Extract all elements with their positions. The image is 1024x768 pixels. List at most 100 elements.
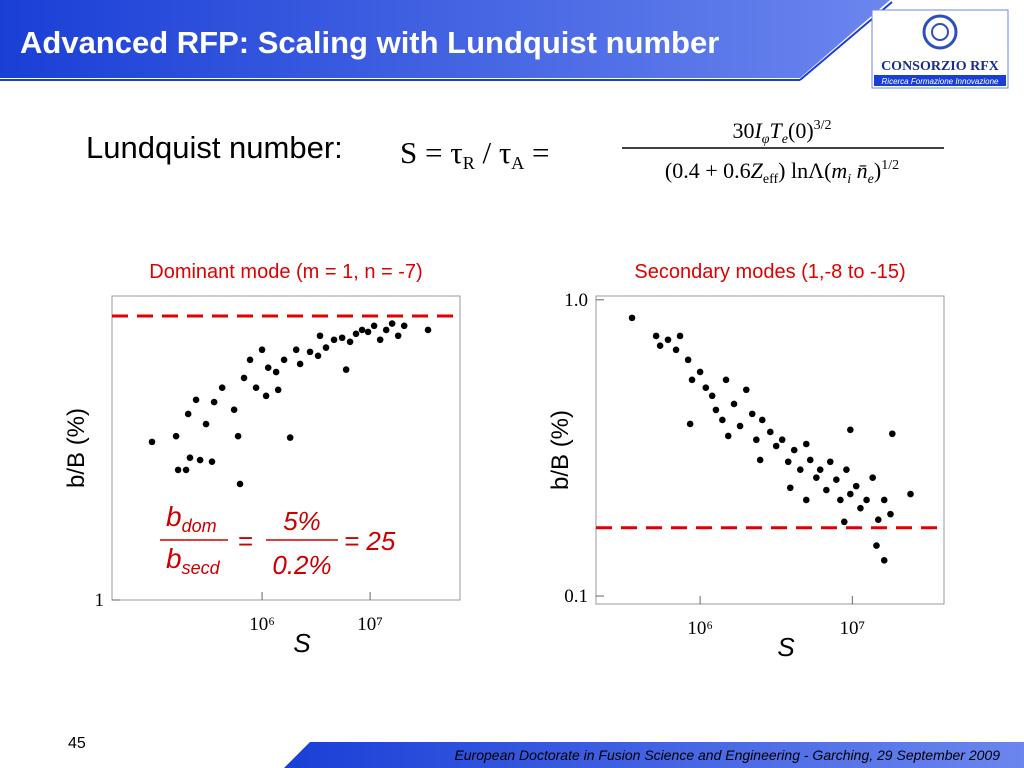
formula-part: 30: [732, 118, 754, 143]
data-point: [826, 458, 834, 466]
data-point: [262, 392, 270, 400]
data-point: [887, 510, 894, 518]
data-point: [252, 384, 260, 392]
data-point: [840, 518, 848, 526]
ratio-part: secd: [182, 558, 221, 578]
data-point: [376, 336, 384, 344]
data-point: [758, 416, 766, 424]
x-tick-label: 10⁷: [357, 614, 383, 635]
data-point: [688, 376, 696, 384]
data-point: [676, 332, 684, 340]
data-point: [852, 482, 860, 490]
data-point: [702, 384, 710, 391]
data-point: [778, 436, 786, 444]
formula-denominator: (0.4 + 0.6Zeff) lnΛ(mi n̄e)1/2: [665, 158, 899, 187]
formula-part: eff: [763, 172, 779, 187]
data-point: [730, 400, 738, 408]
y-tick-label: 0.1: [564, 586, 588, 607]
data-point: [264, 364, 272, 372]
ratio-text: 0.2%: [272, 550, 331, 580]
ratio-text: bdom: [166, 501, 217, 536]
data-point: [196, 456, 204, 464]
data-point: [843, 466, 850, 473]
data-point: [806, 456, 814, 464]
data-point: [202, 420, 210, 428]
data-point: [274, 386, 282, 394]
data-point: [272, 368, 280, 376]
formula-part: I: [753, 118, 763, 143]
data-point: [863, 496, 870, 504]
data-point: [258, 346, 266, 354]
data-point: [400, 322, 408, 330]
ratio-text: = 25: [344, 526, 396, 556]
data-point: [708, 392, 716, 400]
y-axis-label: b/B (%): [547, 410, 574, 490]
data-point: [174, 466, 182, 474]
formula-part: e: [868, 172, 874, 187]
data-point: [314, 352, 322, 360]
data-point: [813, 474, 820, 481]
formula-part: m: [831, 158, 847, 183]
data-point: [388, 320, 396, 327]
data-point: [246, 356, 254, 364]
y-tick-label: 1.0: [564, 290, 588, 311]
data-point: [873, 542, 880, 549]
y-tick-label: 1: [95, 590, 105, 611]
slide-title: Advanced RFP: Scaling with Lundquist num…: [20, 25, 719, 60]
data-point: [628, 314, 636, 322]
data-point: [712, 406, 720, 414]
data-point: [847, 426, 854, 434]
data-point: [736, 422, 744, 430]
data-point: [847, 490, 854, 498]
formula-part: e: [782, 132, 788, 147]
data-point: [719, 416, 726, 424]
data-point: [240, 374, 248, 382]
x-tick-label: 10⁶: [687, 618, 713, 639]
data-point: [880, 496, 888, 504]
data-point: [342, 366, 350, 373]
data-point: [837, 496, 844, 504]
formula-part: T: [770, 118, 784, 143]
x-tick-label: 10⁶: [249, 614, 275, 635]
chart-title: Secondary modes (1,-8 to -15): [634, 261, 905, 283]
logo-icon: [922, 14, 958, 50]
data-point: [857, 504, 864, 512]
logo-icon: [931, 23, 949, 41]
footer-text: European Doctorate in Fusion Science and…: [454, 747, 1000, 763]
data-point: [208, 458, 216, 465]
data-point: [230, 406, 238, 414]
data-point: [790, 446, 798, 454]
ratio-part: b: [166, 543, 182, 574]
data-point: [802, 496, 810, 504]
formula-part: 1/2: [881, 158, 899, 173]
formula-part: ) lnΛ(: [778, 158, 831, 183]
data-point: [684, 356, 692, 364]
data-point: [322, 344, 330, 351]
data-point: [236, 480, 244, 488]
data-point: [172, 432, 180, 440]
formula-part: =: [524, 135, 549, 170]
data-point: [280, 356, 288, 364]
data-point: [816, 466, 824, 473]
data-point: [338, 334, 346, 342]
formula-part: A: [511, 153, 524, 173]
formula-part: Z: [751, 158, 764, 183]
x-axis-label: S: [293, 628, 311, 658]
data-point: [358, 326, 366, 334]
data-point: [696, 368, 704, 376]
data-point: [330, 336, 338, 344]
formula-numerator: 30IφTe(0)3/2: [732, 118, 831, 147]
plot-frame: [111, 295, 461, 601]
data-point: [652, 332, 660, 340]
formula-part: / τ: [475, 135, 512, 170]
x-tick-label: 10⁷: [840, 618, 866, 639]
ratio-part: b: [166, 501, 182, 532]
data-point: [192, 396, 200, 404]
data-point: [234, 432, 242, 440]
data-point: [796, 466, 804, 473]
logo-tagline: Ricerca Formazione Innovazione: [882, 77, 999, 86]
data-point: [292, 346, 300, 354]
formula-part: i: [847, 172, 851, 187]
formula-part: ): [874, 158, 881, 183]
